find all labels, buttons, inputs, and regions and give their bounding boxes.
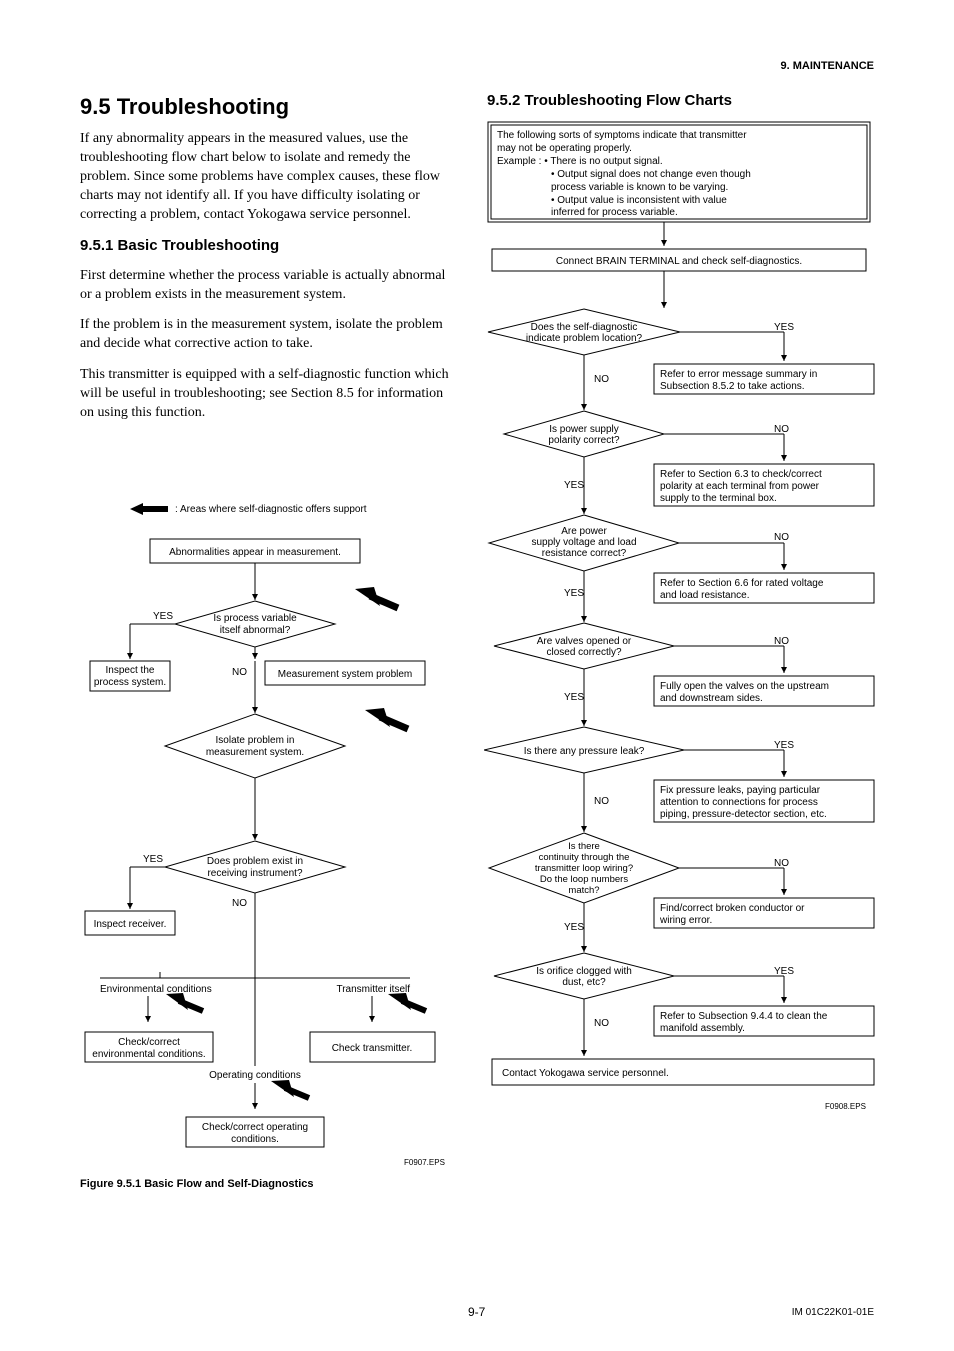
d5-l1: Is there any pressure leak? bbox=[524, 746, 645, 757]
legend-label: : Areas where self-diagnostic offers sup… bbox=[175, 504, 367, 515]
sub-951-p2: If the problem is in the measurement sys… bbox=[80, 316, 460, 354]
box-d2-l2: polarity at each terminal from power bbox=[660, 481, 820, 492]
d3-l1: Are power bbox=[561, 526, 607, 537]
box-d3-l2: and load resistance. bbox=[660, 590, 750, 601]
box-d6-l1: Find/correct broken conductor or bbox=[660, 903, 805, 914]
d2-no: NO bbox=[774, 424, 789, 435]
box-abnorm: Abnormalities appear in measurement. bbox=[169, 547, 341, 558]
d-receiver-l1: Does problem exist in bbox=[207, 856, 303, 867]
box-connect: Connect BRAIN TERMINAL and check self-di… bbox=[556, 256, 802, 267]
box-d6-l2: wiring error. bbox=[659, 915, 712, 926]
d5-no: NO bbox=[594, 796, 609, 807]
d-process-var-l2: itself abnormal? bbox=[220, 625, 291, 636]
box-d5-l3: piping, pressure-detector section, etc. bbox=[660, 809, 827, 820]
box-d1-l2: Subsection 8.5.2 to take actions. bbox=[660, 381, 805, 392]
eps-right: F0908.EPS bbox=[825, 1102, 866, 1111]
d3-l3: resistance correct? bbox=[542, 548, 627, 559]
sub-952-heading: 9.5.2 Troubleshooting Flow Charts bbox=[487, 92, 732, 109]
left-column: If any abnormality appears in the measur… bbox=[80, 130, 460, 435]
box-d4-l2: and downstream sides. bbox=[660, 693, 763, 704]
sym-l1: The following sorts of symptoms indicate… bbox=[497, 130, 747, 141]
box-check-tx: Check transmitter. bbox=[332, 1043, 413, 1054]
box-inspect-process-l2: process system. bbox=[94, 677, 166, 688]
doc-id: IM 01C22K01-01E bbox=[792, 1307, 874, 1318]
d4-l1: Are valves opened or bbox=[537, 636, 632, 647]
box-check-oper-l1: Check/correct operating bbox=[202, 1122, 308, 1133]
d3-yes: YES bbox=[564, 588, 584, 599]
box-d7-l2: manifold assembly. bbox=[660, 1023, 745, 1034]
box-contact: Contact Yokogawa service personnel. bbox=[502, 1068, 669, 1079]
sub-951-p3: This transmitter is equipped with a self… bbox=[80, 366, 460, 423]
d1-l2: indicate problem location? bbox=[526, 333, 643, 344]
box-check-env-l2: environmental conditions. bbox=[92, 1049, 205, 1060]
d2-l2: polarity correct? bbox=[548, 435, 620, 446]
box-d7-l1: Refer to Subsection 9.4.4 to clean the bbox=[660, 1011, 828, 1022]
d2-l1: Is power supply bbox=[549, 424, 618, 435]
lbl-oper: Operating conditions bbox=[209, 1070, 301, 1081]
d1-yes: YES bbox=[774, 322, 794, 333]
d6-l3: transmitter loop wiring? bbox=[535, 863, 633, 874]
d1-no: NO bbox=[594, 374, 609, 385]
d7-l2: dust, etc? bbox=[562, 977, 606, 988]
d6-no: NO bbox=[774, 858, 789, 869]
box-check-env-l1: Check/correct bbox=[118, 1037, 180, 1048]
d7-l1: Is orifice clogged with bbox=[536, 966, 632, 977]
d7-no: NO bbox=[594, 1018, 609, 1029]
d4-no: NO bbox=[774, 636, 789, 647]
eps-left: F0907.EPS bbox=[404, 1158, 445, 1167]
figure-951-caption: Figure 9.5.1 Basic Flow and Self-Diagnos… bbox=[80, 1178, 314, 1190]
main-title: 9.5 Troubleshooting bbox=[80, 94, 289, 120]
box-inspect-receiver: Inspect receiver. bbox=[94, 919, 167, 930]
sym-l6: • Output value is inconsistent with valu… bbox=[551, 195, 727, 206]
d4-yes: YES bbox=[564, 692, 584, 703]
sym-l2: may not be operating properly. bbox=[497, 143, 632, 154]
page-number: 9-7 bbox=[468, 1305, 485, 1319]
d6-l5: match? bbox=[568, 885, 599, 896]
sub-951-heading: 9.5.1 Basic Troubleshooting bbox=[80, 236, 460, 256]
d3-l2: supply voltage and load bbox=[531, 537, 636, 548]
sym-l7: inferred for process variable. bbox=[551, 207, 678, 218]
d-receiver-l2: receiving instrument? bbox=[207, 868, 302, 879]
box-d4-l1: Fully open the valves on the upstream bbox=[660, 681, 829, 692]
sym-l5: process variable is known to be varying. bbox=[551, 182, 728, 193]
d6-l2: continuity through the bbox=[539, 852, 630, 863]
d-isolate-l1: Isolate problem in bbox=[216, 735, 295, 746]
box-d2-l3: supply to the terminal box. bbox=[660, 493, 777, 504]
d7-yes: YES bbox=[774, 966, 794, 977]
box-meas-problem: Measurement system problem bbox=[278, 669, 413, 680]
box-d1-l1: Refer to error message summary in bbox=[660, 369, 817, 380]
d-isolate-l2: measurement system. bbox=[206, 747, 304, 758]
d1-l1: Does the self-diagnostic bbox=[531, 322, 638, 333]
d4-l2: closed correctly? bbox=[546, 647, 621, 658]
lbl-env: Environmental conditions bbox=[100, 984, 212, 995]
d5-yes: YES bbox=[774, 740, 794, 751]
sym-l3: Example : • There is no output signal. bbox=[497, 156, 663, 167]
d-process-var-l1: Is process variable bbox=[213, 613, 297, 624]
d6-l1: Is there bbox=[568, 841, 600, 852]
lbl-tx: Transmitter itself bbox=[336, 984, 410, 995]
page-header: 9. MAINTENANCE bbox=[780, 60, 874, 72]
sub-951-p1: First determine whether the process vari… bbox=[80, 267, 460, 305]
box-d2-l1: Refer to Section 6.3 to check/correct bbox=[660, 469, 822, 480]
flowchart-troubleshoot: The following sorts of symptoms indicate… bbox=[484, 118, 884, 1198]
box-d3-l1: Refer to Section 6.6 for rated voltage bbox=[660, 578, 824, 589]
yes-1: YES bbox=[153, 611, 173, 622]
d2-yes: YES bbox=[564, 480, 584, 491]
box-d5-l2: attention to connections for process bbox=[660, 797, 818, 808]
d6-yes: YES bbox=[564, 922, 584, 933]
d3-no: NO bbox=[774, 532, 789, 543]
box-check-oper-l2: conditions. bbox=[231, 1134, 279, 1145]
yes-2: YES bbox=[143, 854, 163, 865]
d6-l4: Do the loop numbers bbox=[540, 874, 628, 885]
no-2: NO bbox=[232, 898, 247, 909]
box-inspect-process-l1: Inspect the bbox=[106, 665, 155, 676]
sym-l4: • Output signal does not change even tho… bbox=[551, 169, 751, 180]
flowchart-basic: : Areas where self-diagnostic offers sup… bbox=[80, 498, 480, 1218]
box-d5-l1: Fix pressure leaks, paying particular bbox=[660, 785, 821, 796]
intro-paragraph: If any abnormality appears in the measur… bbox=[80, 130, 460, 224]
no-1: NO bbox=[232, 667, 247, 678]
